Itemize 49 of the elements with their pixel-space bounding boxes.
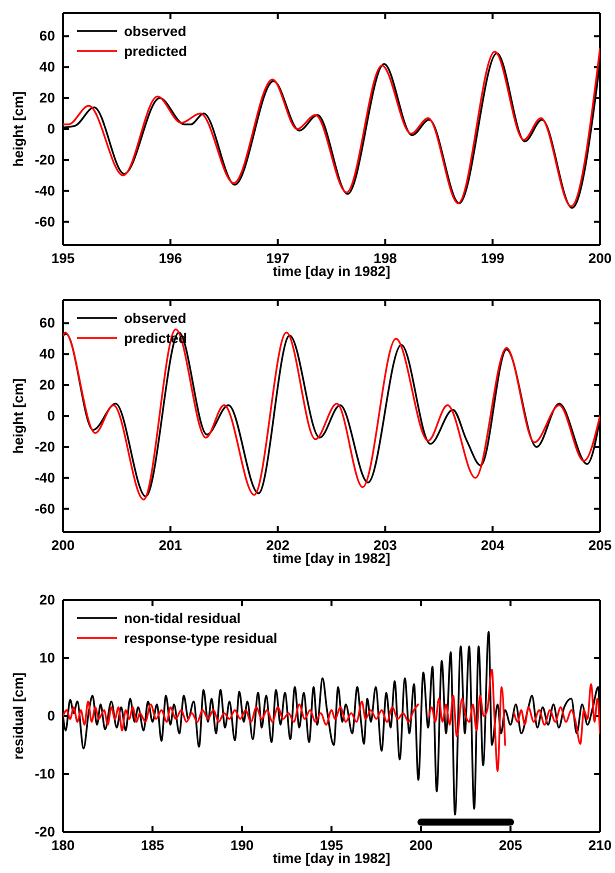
x-tick-label: 198 — [374, 250, 398, 266]
x-tick-label: 196 — [158, 250, 182, 266]
y-tick-label: 0 — [47, 707, 56, 724]
x-tick-label: 190 — [230, 836, 254, 853]
x-axis-title: time [day in 1982] — [272, 263, 390, 279]
y-tick-label: -60 — [34, 213, 56, 230]
y-tick-label: 60 — [39, 314, 56, 331]
x-tick-label: 195 — [51, 250, 75, 266]
y-tick-label: 0 — [47, 407, 56, 424]
x-tick-label: 199 — [480, 250, 504, 266]
y-tick-label: -20 — [34, 151, 56, 168]
y-tick-label: -20 — [34, 438, 56, 454]
x-tick-label: 205 — [588, 536, 612, 553]
y-tick-label: -40 — [34, 469, 56, 486]
y-tick-label: 40 — [39, 346, 56, 362]
x-tick-label: 205 — [498, 836, 522, 853]
legend-label: non-tidal residual — [124, 610, 241, 626]
y-tick-label: 20 — [39, 90, 56, 106]
y-tick-label: -60 — [34, 500, 56, 516]
y-tick-label: -20 — [34, 823, 56, 840]
x-tick-label: 200 — [409, 836, 433, 853]
legend-label: predicted — [124, 43, 188, 59]
y-tick-label: 0 — [47, 120, 56, 136]
x-tick-label: 202 — [266, 536, 290, 553]
x-axis-title: time [day in 1982] — [272, 550, 390, 566]
x-tick-label: 204 — [480, 536, 504, 553]
y-axis-title: height [cm] — [10, 378, 26, 454]
x-tick-label: 197 — [266, 250, 290, 266]
y-tick-label: -10 — [34, 765, 56, 782]
x-tick-label: 180 — [51, 836, 75, 853]
y-tick-label: 20 — [39, 591, 56, 608]
legend-label: response-type residual — [124, 630, 278, 646]
y-axis-title: residual [cm] — [10, 672, 26, 760]
y-tick-label: 60 — [39, 28, 56, 44]
x-tick-label: 210 — [588, 836, 612, 853]
x-tick-label: 195 — [320, 836, 344, 853]
y-tick-label: -40 — [34, 182, 56, 198]
x-tick-label: 203 — [374, 536, 398, 553]
x-tick-label: 201 — [158, 536, 182, 553]
legend-label: observed — [124, 310, 186, 326]
x-tick-label: 200 — [588, 250, 612, 266]
x-axis-title: time [day in 1982] — [272, 850, 390, 866]
x-tick-label: 200 — [51, 536, 75, 553]
y-tick-label: 20 — [39, 376, 56, 393]
legend-label: observed — [124, 23, 186, 39]
y-tick-label: 40 — [39, 58, 56, 75]
y-tick-label: 10 — [39, 649, 56, 666]
x-tick-label: 185 — [140, 836, 164, 853]
y-axis-title: height [cm] — [10, 91, 26, 167]
